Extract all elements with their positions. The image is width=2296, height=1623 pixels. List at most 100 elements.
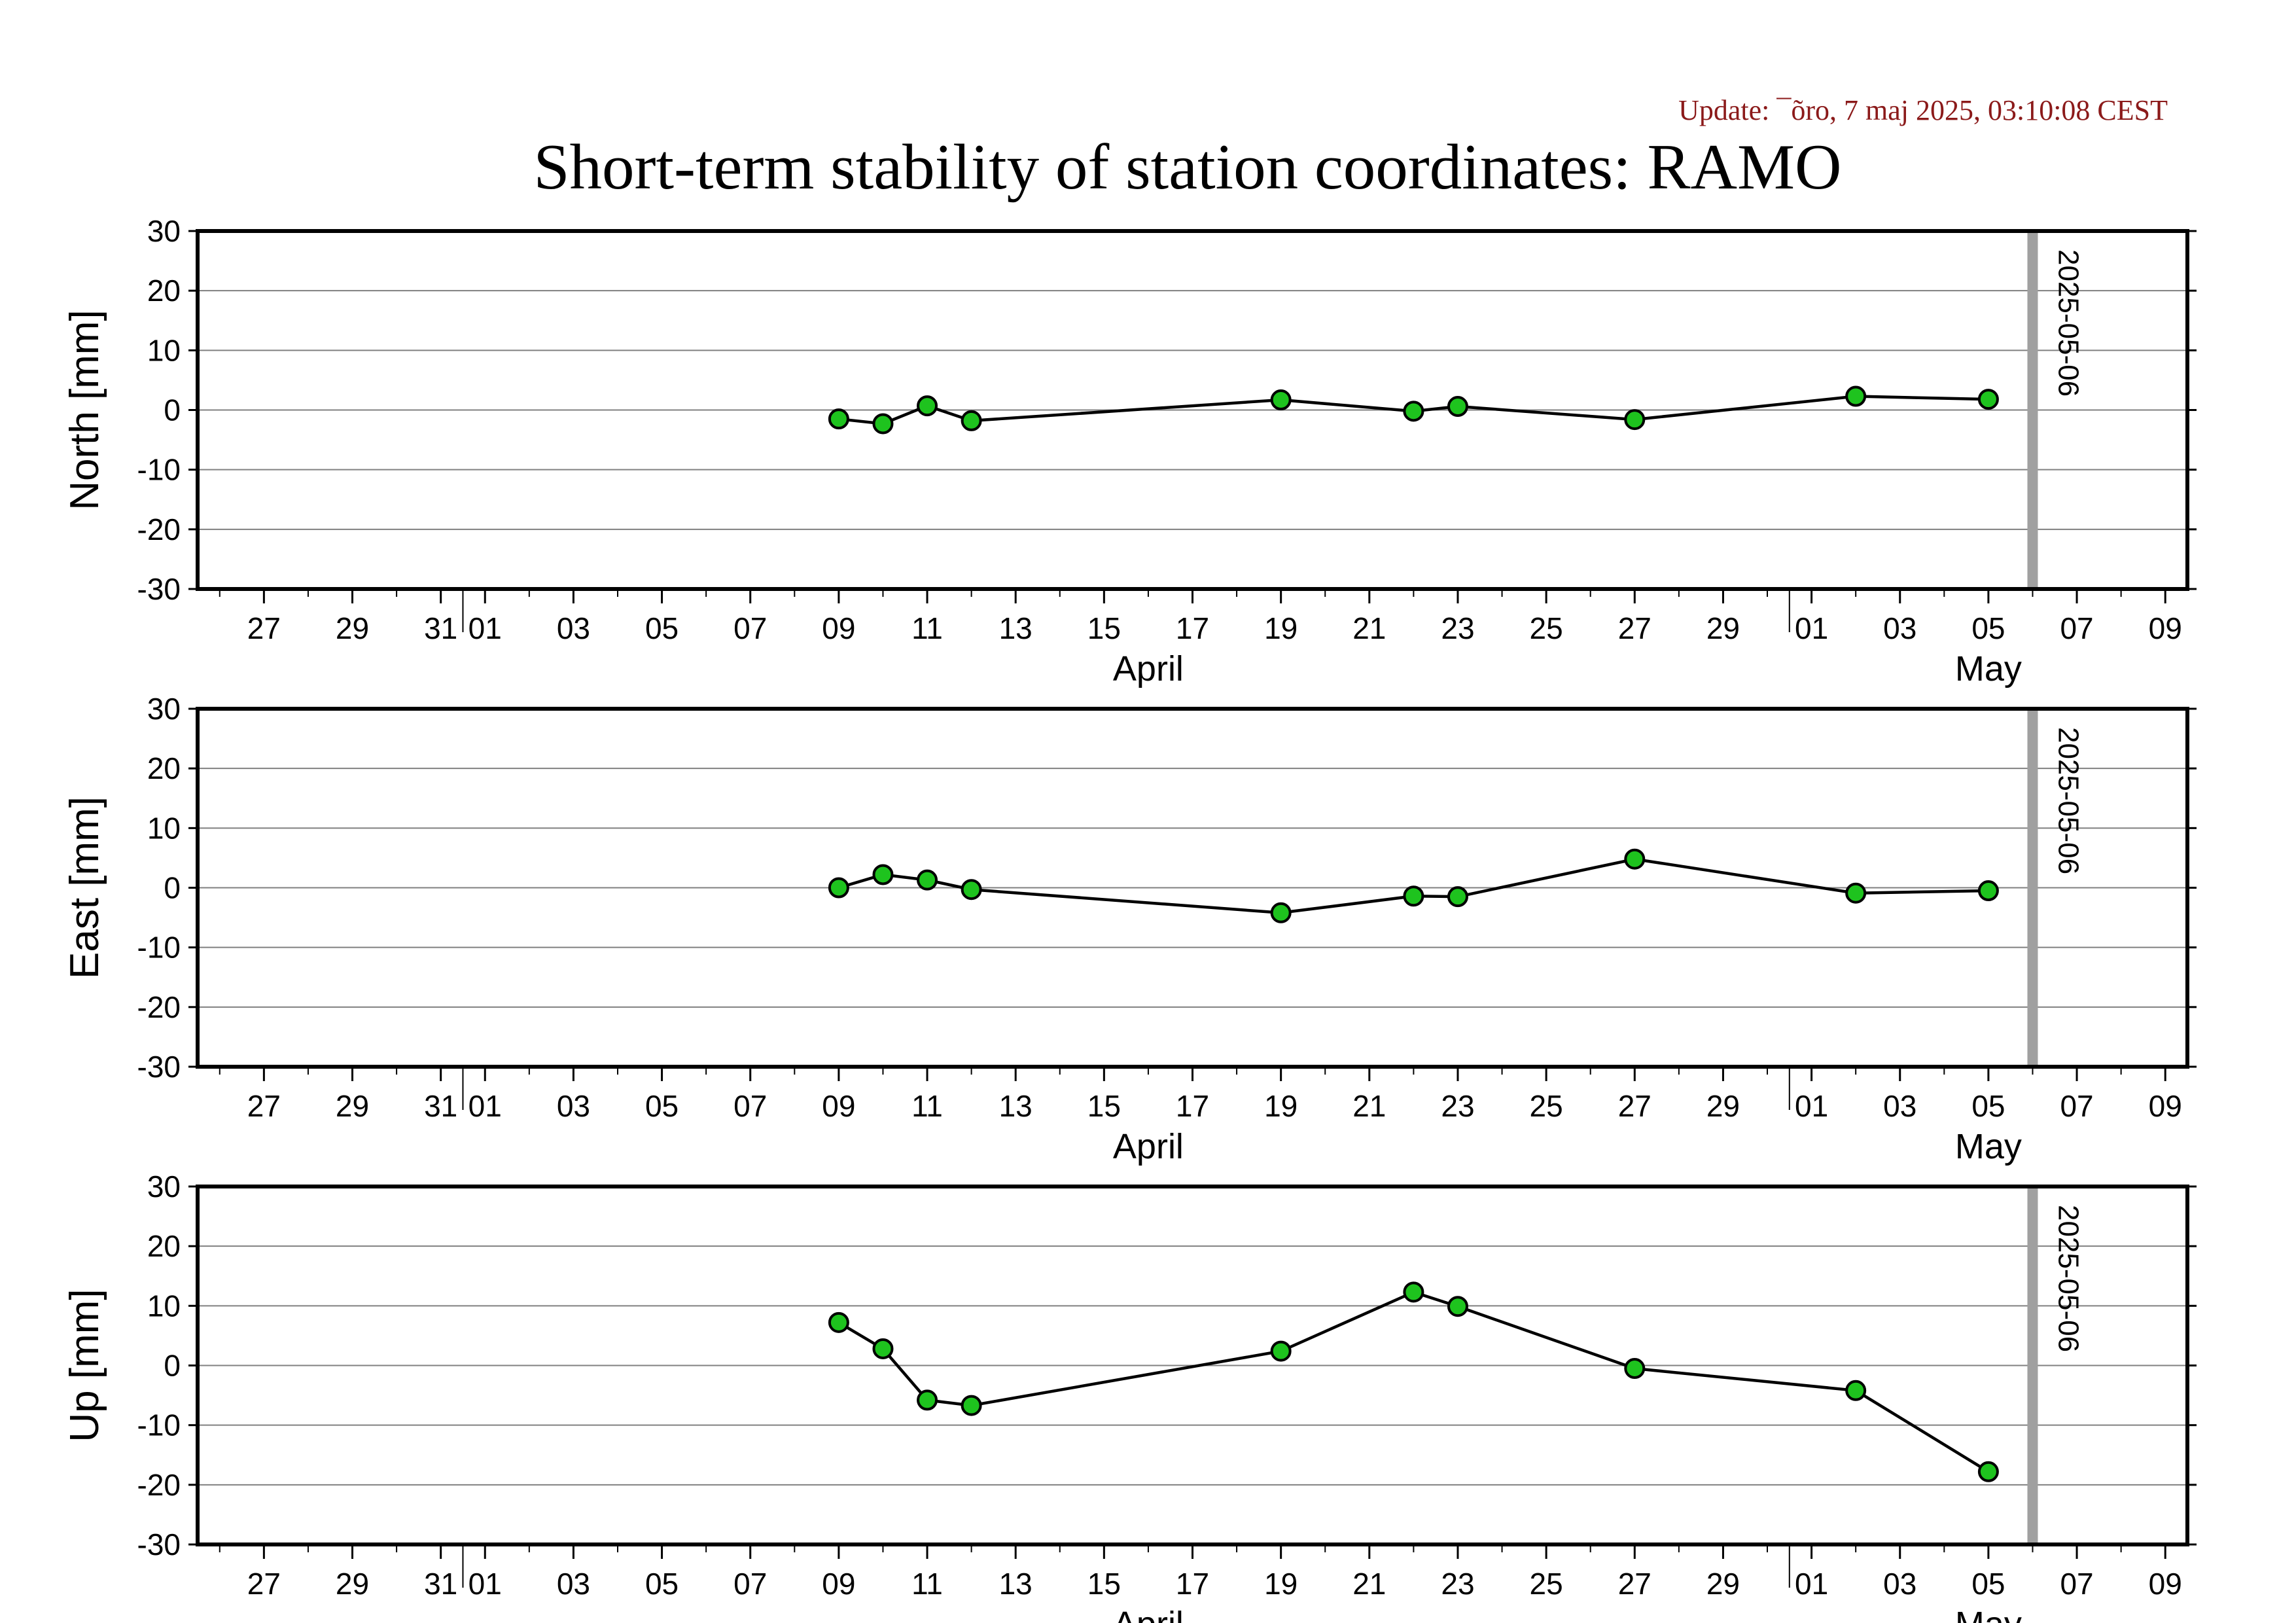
panels: 2025-05-06 30 20 10 0 -10 -20 -30 North [mm] 27 29…: [62, 214, 2197, 1623]
x-tick-label: 09: [822, 611, 855, 645]
y-tick-label: 10: [147, 333, 181, 367]
series-line: [838, 1290, 1990, 1473]
series-line: [838, 395, 1988, 425]
x-tick-label: 13: [999, 1567, 1033, 1601]
y-tick-label: -30: [137, 1527, 181, 1561]
x-tick-label: 27: [247, 1567, 281, 1601]
x-tick-label: 07: [2060, 1567, 2093, 1601]
data-point: [1845, 385, 1867, 407]
x-tick-label: 15: [1087, 1567, 1121, 1601]
x-tick-label: 09: [822, 1567, 855, 1601]
x-tick-label: 13: [999, 611, 1033, 645]
data-point: [1845, 882, 1867, 904]
data-point: [828, 1311, 849, 1333]
panel-east: 2025-05-06 30 20 10 0 -10 -20 -30 East [mm] 27 29 3…: [62, 692, 2197, 1166]
y-tick-label: 0: [164, 393, 181, 427]
x-tick-label: 05: [645, 1567, 679, 1601]
data-point: [1447, 396, 1468, 418]
x-month-label: April: [1113, 1127, 1184, 1166]
data-point: [1270, 902, 1292, 923]
x-tick-label: 09: [2149, 1567, 2182, 1601]
data-point: [1403, 401, 1424, 422]
data-point: [961, 1395, 982, 1416]
data-point: [1977, 389, 1999, 410]
x-tick-label: 01: [468, 1089, 502, 1123]
x-tick-label: 05: [1971, 1089, 2005, 1123]
x-tick-label: 17: [1176, 1089, 1209, 1123]
x-tick-label: 11: [911, 611, 943, 645]
x-tick-label: 15: [1087, 611, 1121, 645]
data-point: [872, 1338, 894, 1359]
x-tick-label: 11: [911, 1089, 943, 1123]
x-tick-label: 01: [1795, 1089, 1828, 1123]
y-tick-label: -30: [137, 1050, 181, 1084]
y-tick-label: -30: [137, 572, 181, 606]
x-tick-label: 01: [468, 1567, 502, 1601]
x-tick-label: 21: [1352, 1089, 1386, 1123]
x-tick-label: 07: [733, 1089, 767, 1123]
y-tick-label: -10: [137, 1408, 181, 1442]
x-tick-label: 11: [911, 1567, 943, 1601]
x-tick-label: 03: [557, 1089, 590, 1123]
x-tick-label: 19: [1264, 1089, 1298, 1123]
x-tick-label: 17: [1176, 611, 1209, 645]
x-month-label: May: [1955, 1605, 2022, 1623]
y-axis-label: North [mm]: [62, 310, 107, 510]
y-tick-label: 30: [147, 214, 181, 248]
x-tick-label: 15: [1087, 1089, 1121, 1123]
data-point: [1624, 848, 1646, 870]
x-tick-label: 03: [557, 1567, 590, 1601]
x-tick-label: 09: [2149, 611, 2182, 645]
series-line: [838, 857, 1988, 915]
data-point: [1270, 389, 1292, 411]
x-tick-label: 03: [1883, 1567, 1916, 1601]
x-tick-label: 23: [1441, 1567, 1474, 1601]
y-tick-label: 0: [164, 871, 181, 905]
data-point: [1403, 1281, 1424, 1303]
data-point: [1447, 886, 1468, 908]
y-tick-label: -20: [137, 990, 181, 1024]
x-tick-label: 29: [336, 611, 369, 645]
x-tick-label: 01: [468, 611, 502, 645]
data-point: [828, 877, 849, 899]
y-tick-label: 20: [147, 274, 181, 308]
x-tick-label: 25: [1530, 1089, 1563, 1123]
x-tick-label: 27: [1618, 1567, 1651, 1601]
data-point: [1624, 1358, 1646, 1380]
chart-title: Short-term stability of station coordina…: [534, 132, 1842, 203]
x-tick-label: 31: [424, 1089, 457, 1123]
data-point: [1977, 880, 1999, 902]
data-point: [872, 413, 894, 435]
x-month-label: April: [1113, 649, 1184, 688]
y-tick-label: -10: [137, 453, 181, 487]
data-point: [872, 864, 894, 885]
y-tick-label: -20: [137, 1468, 181, 1502]
x-month-label: April: [1113, 1605, 1184, 1623]
x-tick-label: 05: [645, 1089, 679, 1123]
x-tick-label: 29: [336, 1089, 369, 1123]
data-point: [1977, 1461, 1999, 1482]
x-tick-label: 05: [645, 611, 679, 645]
panel-up: 2025-05-06 30 20 10 0 -10 -20 -30 Up [mm] 27 29 31 0…: [62, 1169, 2197, 1623]
x-tick-label: 09: [822, 1089, 855, 1123]
x-tick-label: 21: [1352, 1567, 1386, 1601]
y-tick-label: 20: [147, 1229, 181, 1263]
x-tick-label: 19: [1264, 611, 1298, 645]
data-point: [917, 869, 938, 891]
data-point: [1845, 1380, 1867, 1401]
y-tick-label: 10: [147, 811, 181, 845]
x-tick-label: 13: [999, 1089, 1033, 1123]
x-tick-label: 29: [1706, 1567, 1740, 1601]
panel-north: 2025-05-06 30 20 10 0 -10 -20 -30 North [mm] 27 29…: [62, 214, 2197, 688]
data-point: [1403, 885, 1424, 907]
data-point: [961, 410, 982, 431]
current-date-label: 2025-05-06: [2052, 249, 2084, 397]
data-point: [961, 879, 982, 901]
x-tick-label: 05: [1971, 1567, 2005, 1601]
y-axis-label: Up [mm]: [62, 1289, 107, 1442]
x-tick-label: 23: [1441, 611, 1474, 645]
x-tick-label: 31: [424, 1567, 457, 1601]
x-tick-label: 19: [1264, 1567, 1298, 1601]
x-tick-label: 03: [557, 611, 590, 645]
